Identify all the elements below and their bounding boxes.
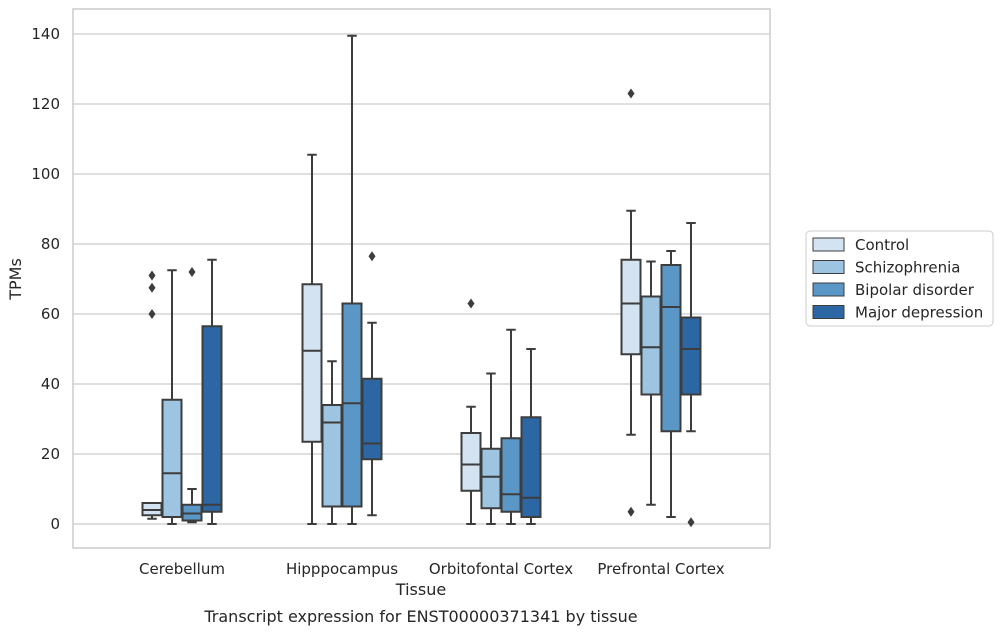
y-tick-label: 80: [41, 235, 60, 253]
box-major-depression-prefrontal-cortex: [680, 222, 702, 528]
box-body: [660, 264, 682, 433]
y-tick-label: 40: [41, 375, 60, 393]
box-control-orbitofontal-cortex: [460, 298, 482, 525]
outlier-point: [148, 270, 156, 281]
box-body: [341, 302, 363, 508]
x-tick-label: Hipppocampus: [286, 560, 398, 578]
legend-swatch: [812, 305, 845, 319]
box-body: [301, 283, 323, 443]
y-tick-label: 20: [41, 445, 60, 463]
y-tick-label: 100: [31, 165, 60, 183]
legend-swatch: [812, 237, 845, 252]
y-gridlines: [73, 33, 770, 525]
box-schizophrenia-orbitofontal-cortex: [480, 372, 502, 525]
box-plot-marks: [141, 34, 702, 528]
outlier-point: [687, 517, 695, 528]
y-tick-label: 0: [50, 515, 60, 533]
box-control-hipppocampus: [301, 153, 323, 525]
box-body: [640, 295, 662, 396]
y-tick-label: 60: [41, 305, 60, 323]
box-body: [460, 432, 482, 492]
legend-label: Control: [855, 236, 909, 254]
box-body: [321, 404, 343, 508]
box-body: [500, 437, 522, 513]
x-axis-ticks: Cerebellum Hipppocampus Orbitofontal Corte…: [139, 560, 725, 578]
x-tick-label: Prefrontal Cortex: [597, 560, 724, 578]
outlier-point: [188, 267, 196, 277]
legend-label: Bipolar disorder: [855, 281, 975, 299]
y-tick-label: 140: [31, 25, 60, 43]
x-tick-label: Orbitofontal Cortex: [429, 560, 573, 578]
box-body: [520, 416, 542, 518]
box-body: [680, 316, 702, 396]
x-tick-label: Cerebellum: [139, 560, 225, 578]
box-bipolar-disorder-cerebellum: [181, 267, 203, 524]
outlier-point: [627, 88, 635, 99]
box-body: [480, 447, 502, 510]
chart-caption: Transcript expression for ENST0000037134…: [203, 607, 637, 626]
outlier-point: [368, 251, 376, 262]
box-bipolar-disorder-prefrontal-cortex: [660, 250, 682, 518]
box-body: [201, 325, 223, 513]
box-schizophrenia-cerebellum: [161, 269, 183, 525]
x-axis-label: Tissue: [395, 580, 446, 599]
box-major-depression-orbitofontal-cortex: [520, 348, 542, 525]
y-tick-label: 120: [31, 95, 60, 113]
y-axis-ticks: 0 20 40 60 80 100 120 140: [31, 25, 60, 533]
legend-swatch: [812, 260, 845, 274]
box-body: [361, 377, 383, 461]
legend-frame: [805, 230, 994, 327]
box-control-prefrontal-cortex: [620, 88, 642, 517]
box-body: [620, 258, 642, 356]
outlier-point: [467, 298, 475, 309]
y-axis-label: TPMs: [6, 258, 25, 301]
plot-frame: [72, 8, 771, 549]
box-schizophrenia-prefrontal-cortex: [640, 260, 662, 506]
legend-label: Major depression: [855, 304, 983, 322]
box-major-depression-hipppocampus: [361, 251, 383, 517]
box-body: [161, 398, 183, 518]
legend-label: Schizophrenia: [855, 259, 960, 277]
outlier-point: [148, 282, 156, 293]
outlier-point: [627, 506, 635, 517]
legend: Control Schizophrenia Bipolar disorder Majo…: [805, 230, 994, 327]
outlier-point: [148, 309, 156, 319]
legend-swatch: [812, 282, 845, 297]
box-control-cerebellum: [141, 270, 163, 520]
box-major-depression-cerebellum: [201, 258, 223, 525]
